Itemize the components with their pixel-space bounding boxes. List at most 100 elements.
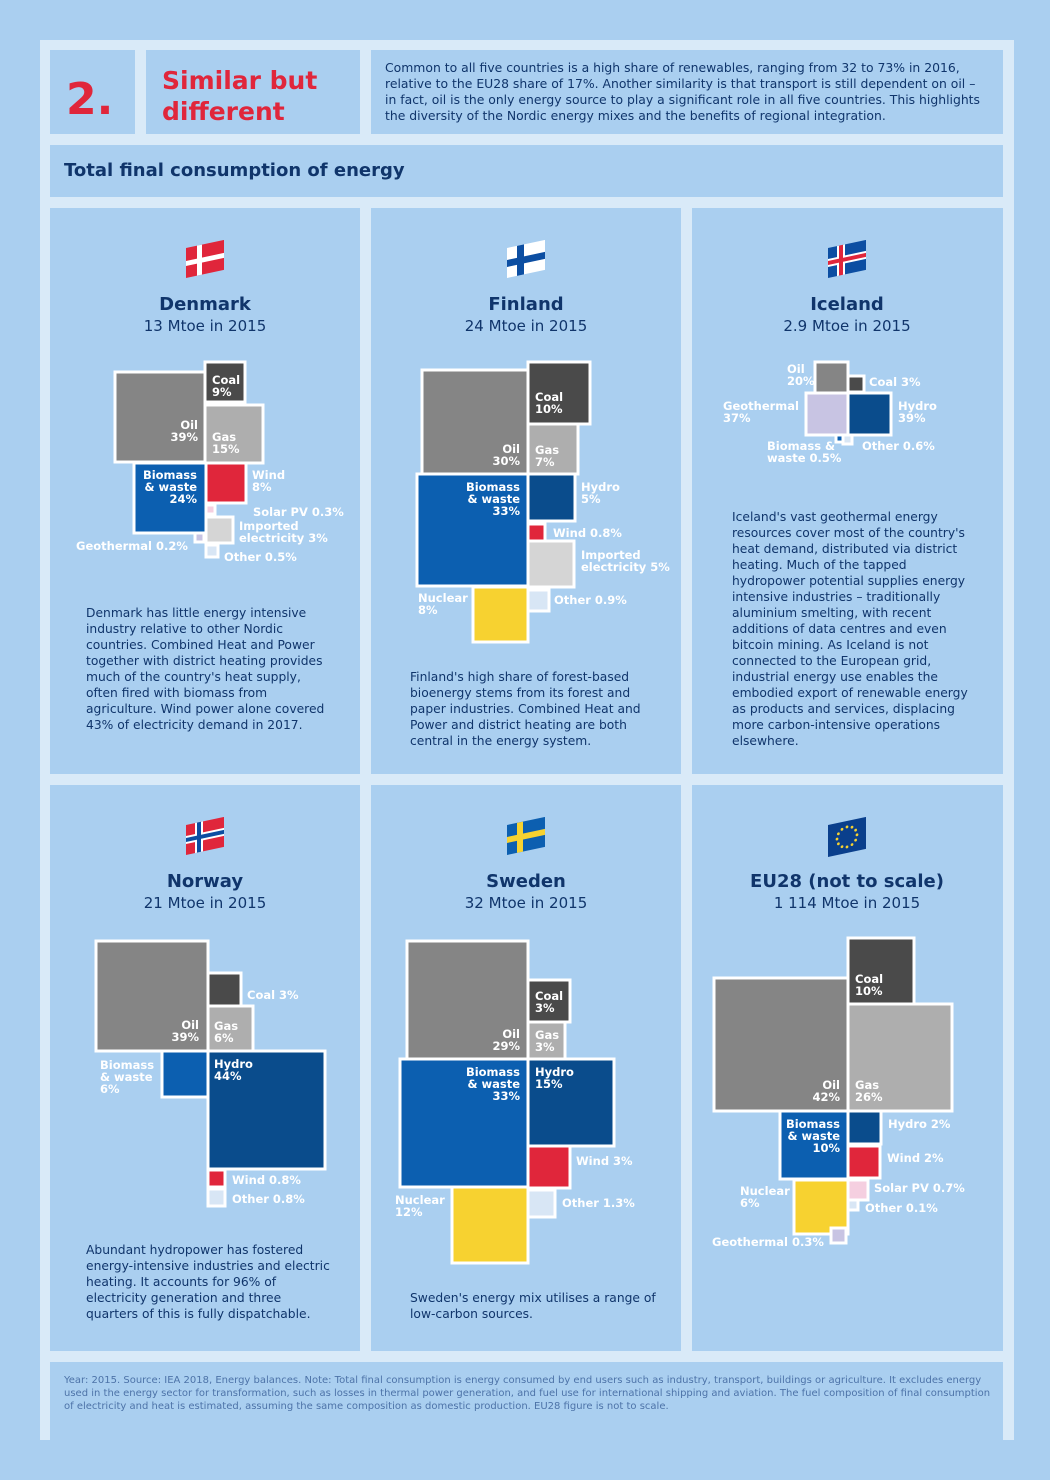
country-total: 21 Mtoe in 2015 xyxy=(143,894,267,912)
treemap-label-coal: Coal 3% xyxy=(247,988,299,1002)
treemap-block-solar-pv xyxy=(846,1178,870,1202)
treemap-label-nuclear: Nuclear 8% xyxy=(418,591,468,617)
treemap-block-coal xyxy=(206,971,243,1008)
iceland-flag-icon xyxy=(828,240,866,278)
treemap-label-wind: Wind 2% xyxy=(887,1151,944,1165)
treemap-block-coal xyxy=(526,978,572,1024)
treemap-block-solar-pv xyxy=(204,503,217,516)
treemap-label-wind: Wind 0.8% xyxy=(553,526,622,540)
treemap-finland: Oil 30% Coal 10% Gas 7% Biomass & waste 33% Hydro… xyxy=(415,360,670,644)
treemap-label-other: Other 1.3% xyxy=(562,1196,635,1210)
treemap-label-gas: Gas 7% xyxy=(535,443,559,469)
treemap-block-other xyxy=(846,1198,860,1212)
treemap-label-imported-electricity: Imported electricity 3% xyxy=(239,519,328,545)
title-line-1: Similar but xyxy=(162,66,318,95)
treemap-block-wind xyxy=(204,461,248,505)
section-number: 2. xyxy=(66,74,114,125)
norway-flag-icon xyxy=(186,817,224,855)
treemap-label-other: Other 0.1% xyxy=(865,1201,938,1215)
description-finland: Finland's high share of forest-based bio… xyxy=(410,670,641,748)
treemap-block-nuclear xyxy=(450,1185,530,1265)
treemap-block-oil xyxy=(94,939,210,1053)
treemap-block-geothermal xyxy=(829,1226,848,1245)
treemap-block-biomass-waste xyxy=(415,472,530,588)
country-heading-sweden: Sweden 32 Mtoe in 2015 xyxy=(371,871,681,913)
treemap-label-oil: Oil 30% xyxy=(492,442,520,468)
country-heading-finland: Finland 24 Mtoe in 2015 xyxy=(371,294,681,336)
panel-iceland xyxy=(692,208,1003,774)
treemap-label-oil: Oil 39% xyxy=(170,418,198,444)
treemap-label-coal: Coal 10% xyxy=(535,390,563,416)
treemap-block-biomass-waste xyxy=(398,1057,530,1189)
description-iceland: Iceland's vast geothermal energy resourc… xyxy=(732,510,968,748)
treemap-block-other xyxy=(206,1187,227,1208)
treemap-block-other xyxy=(204,543,220,559)
intro-box xyxy=(371,50,1003,134)
treemap-label-gas: Gas 15% xyxy=(212,430,240,456)
footnote: Year: 2015. Source: IEA 2018, Energy bal… xyxy=(64,1375,991,1412)
treemap-label-oil: Oil 20% xyxy=(787,362,815,388)
treemap-block-wind xyxy=(526,522,547,543)
treemap-block-geothermal xyxy=(804,391,850,437)
treemap-block-hydro xyxy=(526,472,577,523)
treemap-label-hydro: Hydro 39% xyxy=(898,399,937,425)
treemap-block-wind xyxy=(206,1168,227,1189)
denmark-flag-icon xyxy=(186,240,224,278)
title-line-2: different xyxy=(162,97,285,126)
treemap-block-hydro xyxy=(846,391,893,437)
treemap-block-imported-electricity xyxy=(204,515,235,545)
country-total: 13 Mtoe in 2015 xyxy=(143,317,267,335)
treemap-label-nuclear: Nuclear 12% xyxy=(395,1193,445,1219)
country-total: 2.9 Mtoe in 2015 xyxy=(783,317,911,335)
treemap-label-coal: Coal 9% xyxy=(212,373,240,399)
treemap-label-biomass-waste: Biomass & waste 0.5% xyxy=(767,439,842,465)
treemap-label-solar-pv: Solar PV 0.7% xyxy=(874,1181,965,1195)
treemap-block-oil xyxy=(420,368,530,476)
treemap-block-biomass-waste xyxy=(160,1049,210,1099)
treemap-label-wind: Wind 8% xyxy=(252,468,285,494)
treemap-block-other xyxy=(526,1188,557,1219)
treemap-eu28: Oil 42% Coal 10% Gas 26% Biomass & waste 10% Hydr… xyxy=(712,936,965,1249)
country-name: EU28 (not to scale) xyxy=(750,871,944,892)
description-denmark: Denmark has little energy intensive indu… xyxy=(86,606,325,732)
country-name: Finland xyxy=(488,294,564,315)
title-box xyxy=(146,50,360,134)
treemap-block-oil xyxy=(712,976,850,1113)
treemap-block-geothermal xyxy=(193,531,206,544)
number-box xyxy=(50,50,135,134)
country-heading-eu28: EU28 (not to scale) 1 114 Mtoe in 2015 xyxy=(692,871,1002,913)
treemap-sweden: Oil 29% Coal 3% Gas 3% Biomass & waste 33% Hydro 1… xyxy=(395,939,635,1265)
treemap-block-hydro xyxy=(846,1109,883,1146)
treemap-label-geothermal: Geothermal 0.2% xyxy=(76,539,188,553)
country-name: Iceland xyxy=(810,294,884,315)
finland-flag-icon xyxy=(507,240,545,278)
treemap-label-solar-pv: Solar PV 0.3% xyxy=(253,505,344,519)
treemap-iceland: Oil 20% Coal 3% Geothermal 37% Hydro 39% Biomas… xyxy=(723,360,937,465)
treemap-label-hydro: Hydro 15% xyxy=(535,1065,574,1091)
treemap-label-hydro: Hydro 2% xyxy=(888,1117,951,1131)
treemap-label-hydro: Hydro 44% xyxy=(214,1057,253,1083)
treemap-label-coal: Coal 3% xyxy=(535,989,563,1015)
sweden-flag-icon xyxy=(507,817,545,855)
treemap-block-wind xyxy=(526,1144,572,1190)
treemap-label-wind: Wind 3% xyxy=(576,1154,633,1168)
treemap-label-biomass-waste: Biomass & waste 24% xyxy=(143,468,198,506)
country-total: 32 Mtoe in 2015 xyxy=(464,894,588,912)
treemap-label-wind: Wind 0.8% xyxy=(232,1173,301,1187)
treemap-block-other xyxy=(526,588,551,613)
country-total: 1 114 Mtoe in 2015 xyxy=(773,894,921,912)
treemap-label-other: Other 0.5% xyxy=(224,550,297,564)
treemap-label-gas: Gas 3% xyxy=(535,1028,559,1054)
treemap-block-nuclear xyxy=(471,585,530,644)
country-name: Sweden xyxy=(486,871,566,892)
treemap-label-gas: Gas 6% xyxy=(214,1019,238,1045)
treemap-label-other: Other 0.9% xyxy=(554,593,627,607)
treemap-block-oil xyxy=(813,360,850,397)
treemap-label-imported-electricity: Imported electricity 5% xyxy=(581,548,670,574)
country-heading-denmark: Denmark 13 Mtoe in 2015 xyxy=(50,294,360,336)
treemap-label-hydro: Hydro 5% xyxy=(581,480,620,506)
treemap-block-wind xyxy=(846,1144,882,1180)
treemap-denmark: Oil 39% Coal 9% Gas 15% Biomass & waste 24% Wind 8… xyxy=(76,360,344,564)
treemap-block-oil xyxy=(405,939,530,1061)
description-sweden: Sweden's energy mix utilises a range of … xyxy=(410,1291,656,1321)
